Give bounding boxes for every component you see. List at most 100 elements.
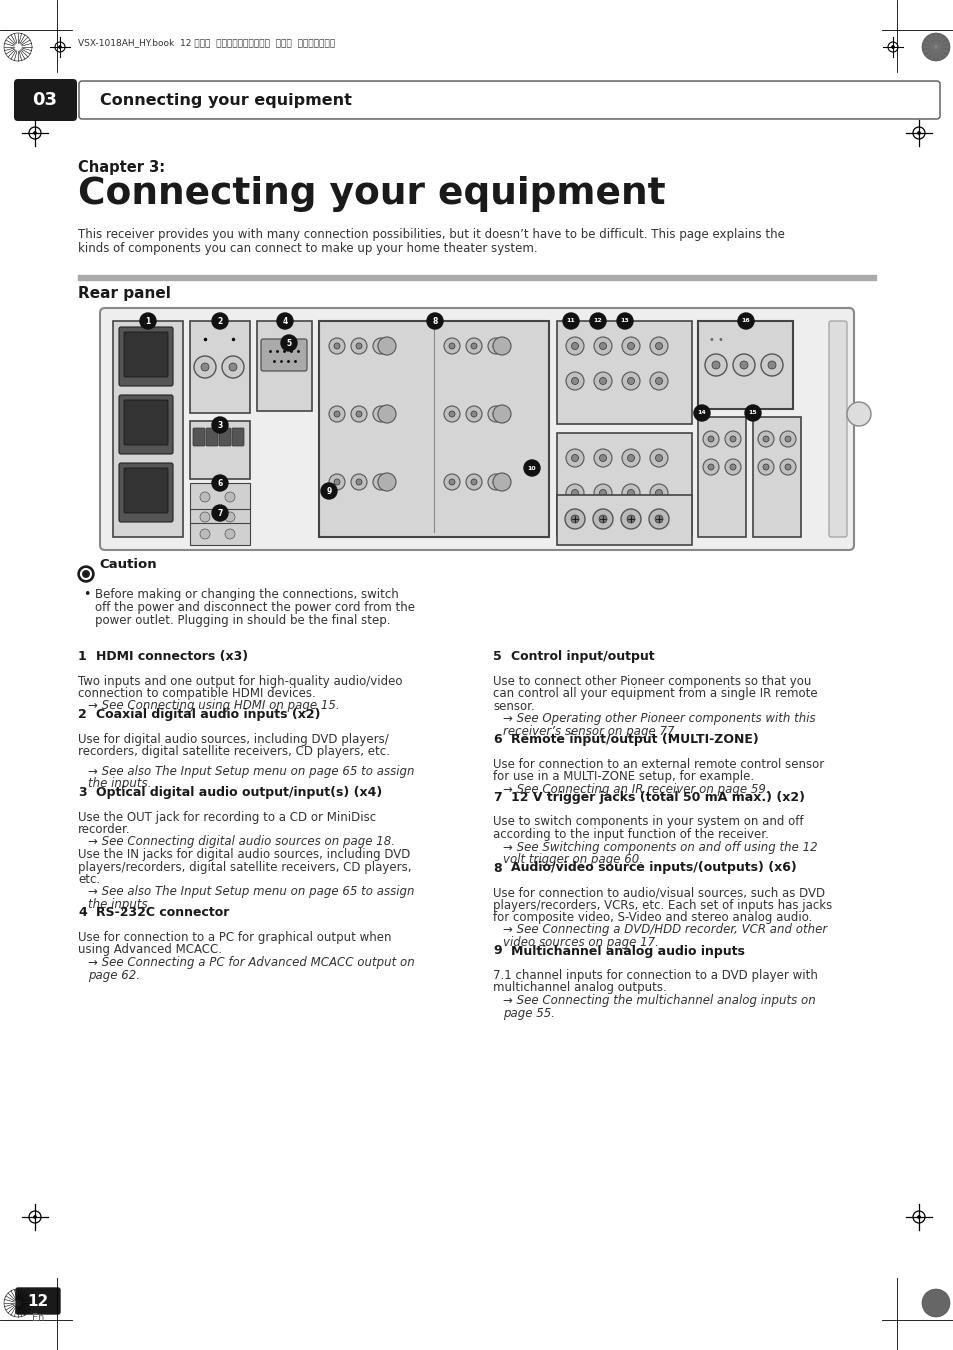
Text: sensor.: sensor. bbox=[493, 699, 535, 713]
Text: 9: 9 bbox=[326, 486, 332, 495]
Text: for composite video, S-Video and stereo analog audio.: for composite video, S-Video and stereo … bbox=[493, 911, 812, 923]
Circle shape bbox=[565, 338, 583, 355]
Text: Use to connect other Pioneer components so that you: Use to connect other Pioneer components … bbox=[493, 675, 810, 687]
Text: power outlet. Plugging in should be the final step.: power outlet. Plugging in should be the … bbox=[95, 614, 390, 626]
Text: VSX-1018AH_HY.book  12 ページ  ２００８年４月１６日  水曜日  午後７時２５分: VSX-1018AH_HY.book 12 ページ ２００８年４月１６日 水曜日… bbox=[78, 39, 335, 47]
FancyBboxPatch shape bbox=[557, 495, 691, 545]
Text: the inputs.: the inputs. bbox=[88, 778, 152, 791]
Circle shape bbox=[373, 338, 389, 354]
Text: Use to switch components in your system on and off: Use to switch components in your system … bbox=[493, 815, 802, 829]
Circle shape bbox=[488, 474, 503, 490]
FancyBboxPatch shape bbox=[124, 400, 168, 446]
Circle shape bbox=[355, 479, 361, 485]
Circle shape bbox=[767, 360, 775, 369]
FancyBboxPatch shape bbox=[256, 321, 312, 410]
Circle shape bbox=[33, 1215, 36, 1219]
Circle shape bbox=[565, 450, 583, 467]
Circle shape bbox=[744, 405, 760, 421]
Circle shape bbox=[890, 46, 894, 49]
Circle shape bbox=[320, 483, 336, 499]
Circle shape bbox=[740, 360, 747, 369]
Text: Optical digital audio output/input(s) (x4): Optical digital audio output/input(s) (x… bbox=[96, 786, 382, 799]
Text: 12 V trigger jacks (total 50 mA max.) (x2): 12 V trigger jacks (total 50 mA max.) (x… bbox=[511, 791, 804, 805]
Circle shape bbox=[655, 490, 661, 497]
Circle shape bbox=[334, 343, 339, 350]
Circle shape bbox=[443, 474, 459, 490]
Circle shape bbox=[655, 343, 661, 350]
Circle shape bbox=[329, 406, 345, 423]
Text: 6: 6 bbox=[217, 478, 222, 487]
Text: Two inputs and one output for high-quality audio/video: Two inputs and one output for high-quali… bbox=[78, 675, 402, 687]
Circle shape bbox=[565, 485, 583, 502]
Circle shape bbox=[627, 455, 634, 462]
Circle shape bbox=[443, 406, 459, 423]
Circle shape bbox=[225, 512, 234, 522]
Circle shape bbox=[594, 338, 612, 355]
Circle shape bbox=[758, 431, 773, 447]
Text: for use in a MULTI-ZONE setup, for example.: for use in a MULTI-ZONE setup, for examp… bbox=[493, 769, 753, 783]
Circle shape bbox=[329, 338, 345, 354]
FancyBboxPatch shape bbox=[100, 308, 853, 549]
Circle shape bbox=[193, 356, 215, 378]
FancyBboxPatch shape bbox=[828, 321, 846, 537]
Text: → See Switching components on and off using the 12: → See Switching components on and off us… bbox=[502, 841, 817, 853]
Circle shape bbox=[917, 131, 920, 135]
Circle shape bbox=[212, 417, 228, 433]
Text: 11: 11 bbox=[566, 319, 575, 324]
Text: 6: 6 bbox=[493, 733, 501, 747]
Text: •: • bbox=[83, 589, 91, 601]
Circle shape bbox=[493, 343, 498, 350]
FancyBboxPatch shape bbox=[752, 417, 801, 537]
Circle shape bbox=[921, 1289, 949, 1318]
Text: → See Operating other Pioneer components with this: → See Operating other Pioneer components… bbox=[502, 711, 815, 725]
Circle shape bbox=[200, 491, 210, 502]
Circle shape bbox=[626, 514, 635, 522]
Text: the inputs.: the inputs. bbox=[88, 898, 152, 911]
Text: 2: 2 bbox=[78, 707, 87, 721]
Text: Use for connection to audio/visual sources, such as DVD: Use for connection to audio/visual sourc… bbox=[493, 886, 824, 899]
Circle shape bbox=[488, 406, 503, 423]
Text: off the power and disconnect the power cord from the: off the power and disconnect the power c… bbox=[95, 601, 415, 614]
Circle shape bbox=[620, 509, 640, 529]
Circle shape bbox=[780, 431, 795, 447]
Circle shape bbox=[471, 410, 476, 417]
Text: → See Connecting an IR receiver on page 59.: → See Connecting an IR receiver on page … bbox=[502, 783, 769, 795]
Circle shape bbox=[711, 360, 720, 369]
Circle shape bbox=[648, 509, 668, 529]
Circle shape bbox=[729, 464, 735, 470]
Circle shape bbox=[784, 436, 790, 441]
Text: etc.: etc. bbox=[78, 873, 100, 886]
Circle shape bbox=[702, 459, 719, 475]
Circle shape bbox=[598, 378, 606, 385]
FancyBboxPatch shape bbox=[219, 428, 231, 446]
Circle shape bbox=[351, 406, 367, 423]
Text: → See Connecting using HDMI on page 15.: → See Connecting using HDMI on page 15. bbox=[88, 699, 339, 713]
Circle shape bbox=[493, 338, 511, 355]
Circle shape bbox=[471, 343, 476, 350]
Circle shape bbox=[693, 405, 709, 421]
Circle shape bbox=[281, 335, 296, 351]
FancyBboxPatch shape bbox=[16, 1288, 60, 1314]
Text: → See also The Input Setup menu on page 65 to assign: → See also The Input Setup menu on page … bbox=[88, 765, 414, 778]
Text: HDMI connectors (x3): HDMI connectors (x3) bbox=[96, 649, 248, 663]
Circle shape bbox=[225, 491, 234, 502]
Circle shape bbox=[702, 431, 719, 447]
FancyBboxPatch shape bbox=[79, 81, 939, 119]
Circle shape bbox=[465, 406, 481, 423]
Text: 5: 5 bbox=[286, 339, 292, 347]
Circle shape bbox=[594, 485, 612, 502]
Circle shape bbox=[449, 479, 455, 485]
Circle shape bbox=[707, 464, 713, 470]
Text: Rear panel: Rear panel bbox=[78, 286, 171, 301]
Circle shape bbox=[449, 343, 455, 350]
Text: page 62.: page 62. bbox=[88, 968, 140, 981]
Circle shape bbox=[780, 459, 795, 475]
Circle shape bbox=[373, 474, 389, 490]
Text: • •: • • bbox=[708, 335, 722, 346]
Text: 1: 1 bbox=[145, 316, 151, 325]
Circle shape bbox=[571, 514, 578, 522]
Circle shape bbox=[465, 474, 481, 490]
Circle shape bbox=[449, 410, 455, 417]
Circle shape bbox=[377, 338, 395, 355]
Circle shape bbox=[571, 455, 578, 462]
